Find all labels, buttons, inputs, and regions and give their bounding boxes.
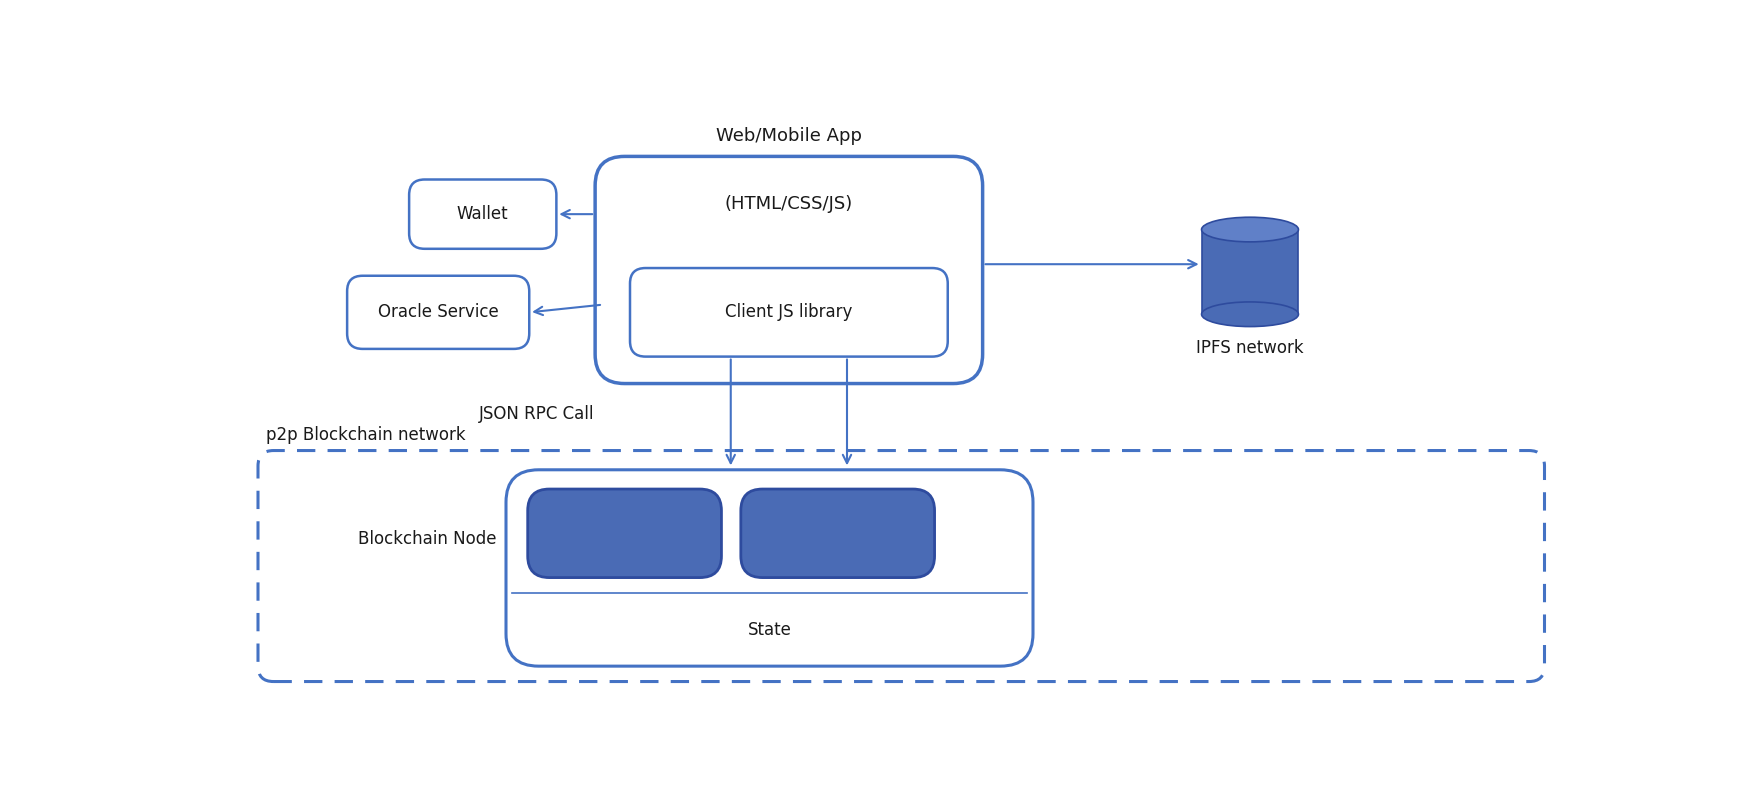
FancyBboxPatch shape — [528, 489, 721, 577]
FancyBboxPatch shape — [347, 276, 530, 349]
Text: IPFS network: IPFS network — [1196, 339, 1303, 357]
Text: JSON RPC Call: JSON RPC Call — [479, 405, 595, 423]
FancyBboxPatch shape — [740, 489, 935, 577]
FancyBboxPatch shape — [258, 450, 1545, 682]
Text: Oracle Service: Oracle Service — [377, 303, 498, 322]
Ellipse shape — [1201, 302, 1298, 326]
Text: Wallet: Wallet — [458, 205, 509, 223]
Text: Client JS library: Client JS library — [724, 303, 852, 322]
Text: Web/Mobile App: Web/Mobile App — [716, 127, 861, 145]
Text: State: State — [747, 621, 791, 638]
Ellipse shape — [1201, 217, 1298, 242]
FancyBboxPatch shape — [505, 470, 1033, 666]
Text: Smart Contracts: Smart Contracts — [761, 525, 914, 542]
Text: (HTML/CSS/JS): (HTML/CSS/JS) — [724, 195, 852, 213]
Text: Smart Contracts: Smart Contracts — [547, 525, 702, 542]
FancyBboxPatch shape — [630, 268, 947, 356]
Text: Blockchain Node: Blockchain Node — [358, 529, 496, 547]
FancyBboxPatch shape — [409, 179, 556, 249]
Text: p2p Blockchain network: p2p Blockchain network — [267, 427, 465, 445]
FancyBboxPatch shape — [595, 156, 982, 384]
Polygon shape — [1201, 230, 1298, 314]
